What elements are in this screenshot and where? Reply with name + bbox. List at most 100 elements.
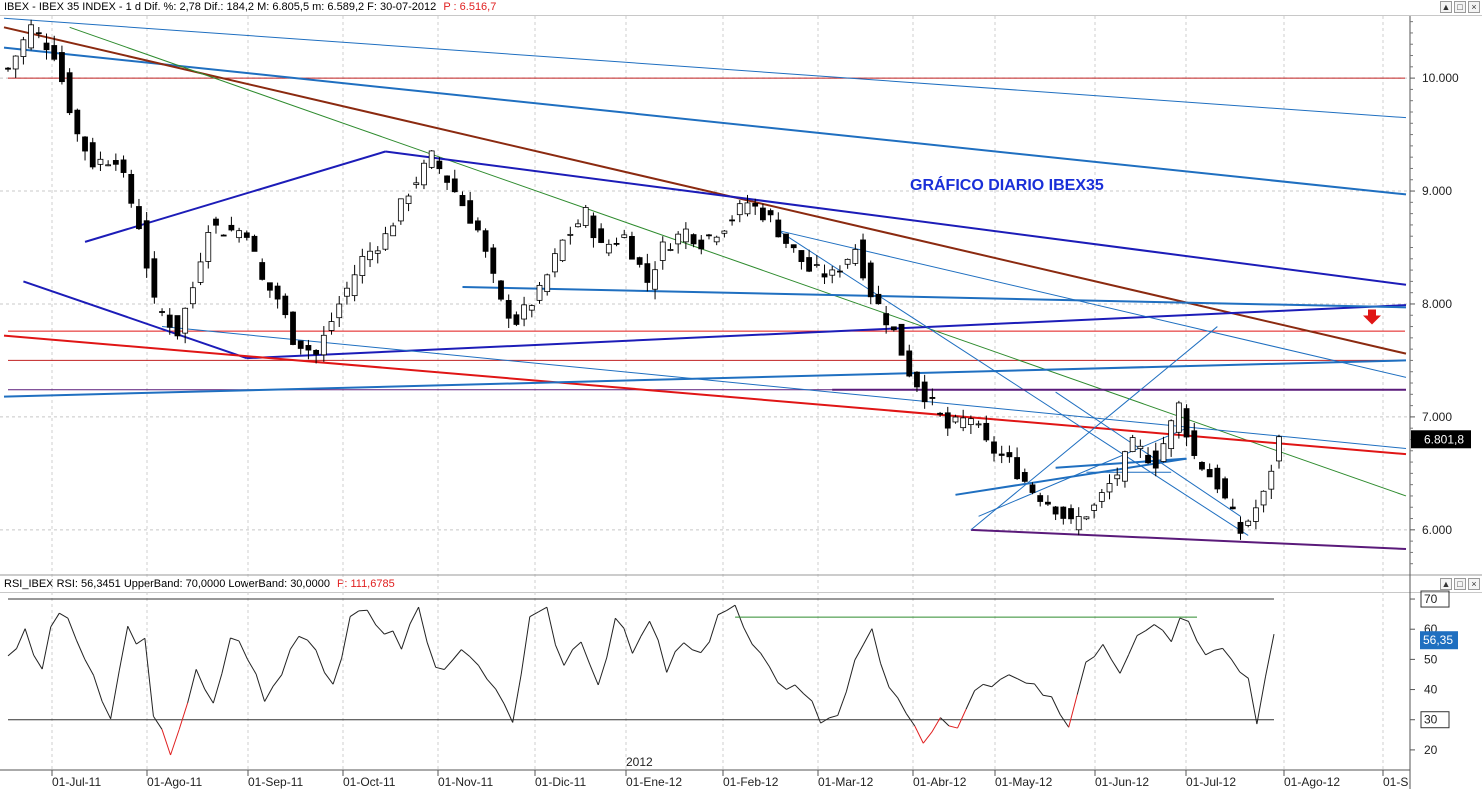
candle: [991, 441, 997, 454]
candle: [1222, 478, 1228, 499]
candle: [952, 416, 959, 423]
rsi-segment: [777, 682, 787, 690]
candle: [775, 219, 782, 238]
rsi-segment: [41, 626, 52, 670]
rsi-segment: [1170, 617, 1181, 642]
candle: [921, 381, 928, 403]
rsi-segment: [1034, 683, 1044, 696]
candle: [136, 206, 142, 230]
candle: [74, 109, 81, 135]
rsi-segment: [315, 649, 325, 673]
rsi-segment: [1136, 630, 1146, 636]
candle: [590, 215, 597, 239]
price-header-p: P : 6.516,7: [443, 1, 497, 13]
time-tick-label: 01-Jul-12: [1186, 775, 1236, 789]
candle: [1260, 490, 1267, 506]
rsi-segment: [623, 628, 633, 654]
candle: [914, 371, 920, 388]
candle: [575, 223, 581, 228]
rsi-segment: [811, 700, 822, 724]
chart-annotation: GRÁFICO DIARIO IBEX35: [910, 175, 1104, 194]
rsi-segment: [1128, 635, 1138, 656]
rsi-segment: [230, 637, 240, 642]
rsi-segment: [1214, 647, 1223, 651]
candle: [1075, 516, 1082, 531]
time-tick-label: 01-Jun-12: [1095, 775, 1149, 789]
rsi-segment: [674, 642, 685, 652]
rsi-segment: [264, 685, 274, 702]
rsi-segment: [503, 703, 514, 723]
time-tick-label: 01-Nov-11: [438, 775, 493, 789]
collapse-button[interactable]: ▲: [1440, 1, 1452, 13]
rsi-segment: [734, 605, 745, 628]
last-price-label: 6.801,8: [1424, 432, 1464, 446]
rsi-segment: [580, 641, 591, 665]
candle: [875, 293, 882, 305]
candle: [35, 32, 42, 35]
rsi-tick-label: 50: [1424, 652, 1438, 666]
price-tick-label: 6.000: [1422, 523, 1452, 537]
time-tick-label: 01-Abr-12: [913, 775, 967, 789]
trendline: [3, 359, 1407, 398]
candle: [790, 244, 797, 249]
rsi-segment: [708, 614, 719, 642]
candle: [767, 210, 774, 216]
candle: [521, 304, 528, 320]
rsi-segment: [768, 666, 779, 683]
rsi-segment: [597, 657, 608, 686]
price-window-controls: ▲ □ ×: [1440, 1, 1480, 13]
rsi-segment: [589, 663, 599, 686]
candle: [374, 250, 381, 254]
rsi-segment: [1264, 634, 1275, 678]
candle: [659, 241, 666, 261]
candle: [598, 228, 605, 243]
rsi-segment: [1188, 621, 1198, 642]
candle: [621, 234, 628, 238]
time-tick-label: 01-S: [1383, 775, 1408, 789]
maximize-button[interactable]: □: [1454, 1, 1466, 13]
candle: [405, 195, 412, 205]
rsi-segment: [743, 627, 753, 645]
candle: [513, 314, 520, 325]
rsi-segment: [1119, 654, 1130, 674]
rsi-segment: [572, 641, 582, 651]
candle: [1068, 508, 1074, 520]
rsi-segment: [426, 642, 437, 668]
rsi-segment: [247, 659, 257, 675]
year-label: 2012: [626, 755, 653, 769]
candle: [390, 225, 397, 237]
rsi-segment: [871, 628, 881, 664]
rsi-band-box: [1420, 590, 1450, 608]
close-button[interactable]: ×: [1468, 1, 1480, 13]
rsi-segment: [281, 649, 291, 675]
time-tick-label: 01-Ene-12: [626, 775, 682, 789]
trendline: [23, 280, 248, 360]
time-tick-label: 01-Oct-11: [343, 775, 396, 789]
rsi-segment: [332, 658, 343, 685]
candle: [536, 284, 543, 301]
rsi-segment: [905, 713, 916, 727]
candle: [1175, 402, 1182, 433]
rsi-maximize-button[interactable]: □: [1454, 578, 1466, 590]
rsi-segment: [384, 630, 394, 635]
candle: [929, 397, 936, 399]
rsi-collapse-button[interactable]: ▲: [1440, 578, 1452, 590]
candle: [12, 55, 19, 70]
candle: [998, 453, 1005, 456]
candle: [736, 203, 743, 216]
candle: [890, 326, 897, 331]
rsi-segment: [649, 621, 659, 641]
candle: [544, 274, 551, 293]
rsi-segment: [1068, 694, 1078, 728]
candle: [605, 243, 612, 254]
candle: [613, 242, 620, 245]
candle: [1206, 469, 1213, 478]
time-tick-label: 01-Dic-11: [535, 775, 586, 789]
rsi-segment: [931, 717, 941, 733]
rsi-segment: [298, 635, 308, 641]
rsi-segment: [965, 690, 976, 710]
candle: [721, 230, 728, 234]
candle: [552, 253, 558, 273]
rsi-close-button[interactable]: ×: [1468, 578, 1480, 590]
